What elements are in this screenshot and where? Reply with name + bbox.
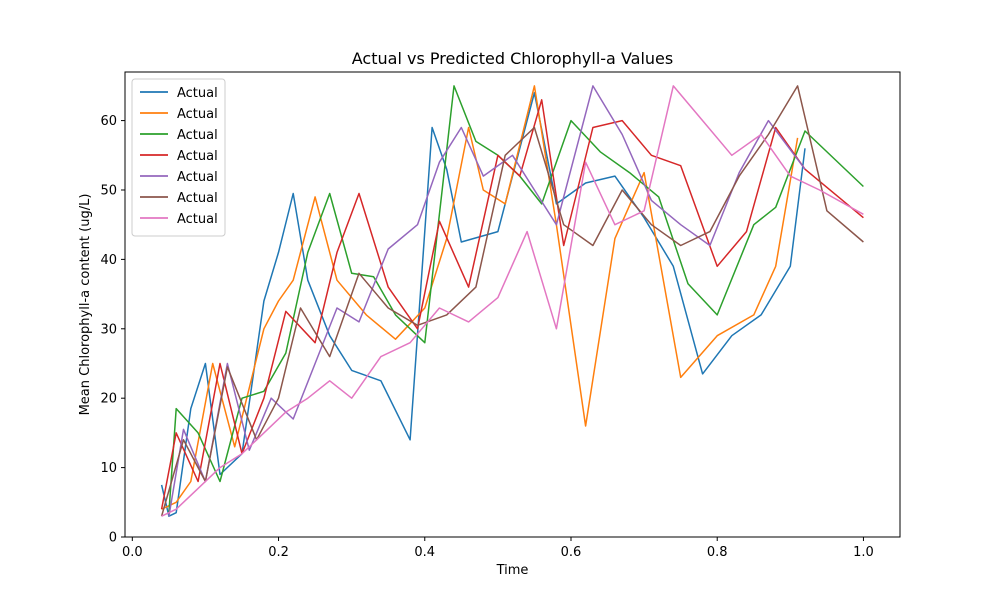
series-line-2 bbox=[161, 85, 799, 510]
series-line-1 bbox=[160, 92, 806, 517]
legend-label: Actual bbox=[177, 170, 218, 185]
legend-label: Actual bbox=[177, 212, 218, 227]
series-lines bbox=[160, 85, 864, 517]
x-tick-label: 1.0 bbox=[853, 545, 874, 560]
legend-label: Actual bbox=[177, 191, 218, 206]
x-tick-label: 0.4 bbox=[414, 545, 435, 560]
series-line-7 bbox=[161, 85, 864, 517]
series-line-6 bbox=[160, 85, 864, 517]
x-axis: 0.0 0.2 0.4 0.6 0.8 1.0 bbox=[122, 537, 874, 560]
y-tick-label: 60 bbox=[100, 114, 117, 129]
legend: Actual Actual Actual Actual Actual Actual Actu… bbox=[131, 78, 226, 237]
plot-frame bbox=[124, 71, 901, 538]
series-line-3 bbox=[168, 85, 864, 513]
legend-label: Actual bbox=[177, 128, 218, 143]
y-tick-label: 50 bbox=[100, 183, 117, 198]
y-tick-label: 40 bbox=[100, 253, 117, 268]
y-axis-label: Mean Chlorophyll-a content (ug/L) bbox=[78, 194, 93, 416]
series-line-4 bbox=[160, 99, 864, 510]
y-tick-label: 0 bbox=[109, 531, 117, 546]
legend-label: Actual bbox=[177, 149, 218, 164]
x-tick-label: 0.8 bbox=[707, 545, 728, 560]
x-tick-label: 0.0 bbox=[122, 545, 143, 560]
y-axis: 0 10 20 30 40 50 60 bbox=[100, 114, 125, 546]
x-tick-label: 0.6 bbox=[561, 545, 582, 560]
x-tick-label: 0.2 bbox=[268, 545, 289, 560]
legend-label: Actual bbox=[177, 86, 218, 101]
series-line-5 bbox=[168, 85, 806, 517]
legend-label: Actual bbox=[177, 107, 218, 122]
y-tick-label: 20 bbox=[100, 392, 117, 407]
chart-title: Actual vs Predicted Chlorophyll-a Values bbox=[352, 49, 673, 68]
y-tick-label: 30 bbox=[100, 322, 117, 337]
x-axis-label: Time bbox=[496, 563, 529, 578]
y-tick-label: 10 bbox=[100, 461, 117, 476]
